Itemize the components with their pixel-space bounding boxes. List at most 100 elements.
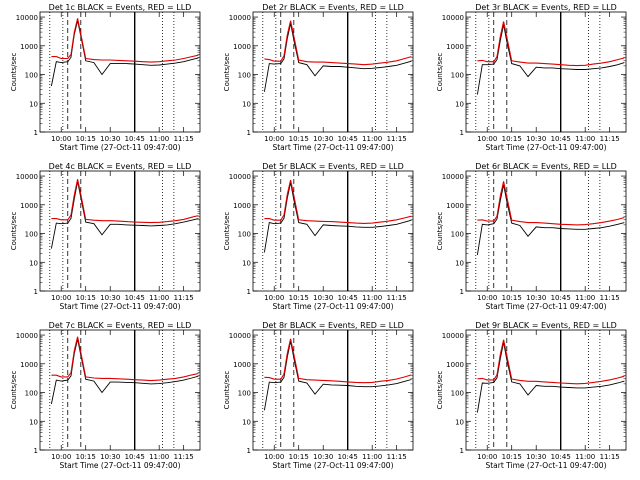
series-line-lld [51,336,199,382]
x-tick-label: 10:00 [264,135,284,143]
panel-title: Det 6r BLACK = Events, RED = LLD [475,162,617,171]
series-line-events [476,24,625,95]
panel-title: Det 2r BLACK = Events, RED = LLD [262,3,404,12]
panel-6: Det 6r BLACK = Events, RED = LLD 1 10 100 10… [436,162,627,311]
y-tick-label: 1 [460,129,464,137]
plot-frame [465,11,627,133]
x-tick-label: 10:45 [125,453,145,461]
y-tick-label: 1 [34,129,38,137]
y-axis-label: Counts/sec [10,53,18,92]
y-tick-label: 1000 [446,43,464,51]
x-tick-label: 11:00 [575,294,595,302]
x-axis-label: Start Time (27-Oct-11 09:47:00) [272,302,393,311]
x-tick-label: 10:45 [551,135,571,143]
x-tick-label: 10:00 [51,135,71,143]
series-line-lld [264,338,412,384]
series-line-events [50,181,199,249]
x-tick-label: 10:30 [526,294,546,302]
y-tick-label: 1000 [20,43,38,51]
series-line-events [476,184,625,255]
series-line-events [476,342,625,413]
y-tick-label: 1 [460,447,464,455]
x-tick-label: 10:30 [313,135,333,143]
y-tick-label: 1000 [446,202,464,210]
panel-2: Det 2r BLACK = Events, RED = LLD 1 10 100 10… [223,3,414,152]
y-tick-label: 1000 [446,361,464,369]
y-tick-label: 10 [242,100,251,108]
y-tick-label: 100 [25,390,38,398]
series-line-events [263,340,412,411]
y-axis-label: Counts/sec [223,371,231,410]
x-tick-label: 10:00 [264,294,284,302]
x-tick-label: 11:15 [600,453,620,461]
y-tick-label: 10 [455,418,464,426]
y-tick-label: 10000 [16,332,38,340]
y-tick-label: 10 [29,100,38,108]
x-tick-label: 11:15 [387,453,407,461]
x-tick-label: 11:15 [387,135,407,143]
x-tick-label: 10:45 [551,294,571,302]
y-tick-label: 100 [451,72,464,80]
x-tick-label: 10:15 [289,135,309,143]
x-axis-label: Start Time (27-Oct-11 09:47:00) [59,143,180,152]
x-tick-label: 11:00 [362,294,382,302]
x-tick-label: 10:30 [526,453,546,461]
y-tick-label: 1 [247,447,251,455]
x-tick-label: 11:00 [149,453,169,461]
x-tick-label: 11:15 [600,294,620,302]
y-tick-label: 1000 [20,202,38,210]
y-axis-label: Counts/sec [223,212,231,251]
series-line-events [263,23,412,92]
x-tick-label: 10:30 [313,453,333,461]
x-axis-label: Start Time (27-Oct-11 09:47:00) [59,302,180,311]
y-tick-label: 10000 [229,14,251,22]
panel-title: Det 4c BLACK = Events, RED = LLD [49,162,192,171]
x-tick-label: 10:45 [338,294,358,302]
y-tick-label: 1 [460,288,464,296]
series-line-lld [477,181,625,226]
panel-title: Det 8r BLACK = Events, RED = LLD [262,321,404,330]
x-tick-label: 10:15 [289,453,309,461]
x-tick-label: 10:45 [125,135,145,143]
y-tick-label: 1 [247,129,251,137]
plot-frame [39,329,201,451]
series-line-events [50,20,199,87]
x-tick-label: 11:15 [174,135,194,143]
series-line-lld [51,179,199,224]
x-tick-label: 10:30 [100,453,120,461]
y-tick-label: 10000 [229,173,251,181]
panel-7: Det 7c BLACK = Events, RED = LLD 1 10 100 10… [10,321,201,470]
panel-4: Det 4c BLACK = Events, RED = LLD 1 10 100 10… [10,162,201,311]
y-tick-label: 100 [238,231,251,239]
x-tick-label: 10:00 [51,294,71,302]
y-tick-label: 10 [29,259,38,267]
panel-title: Det 5r BLACK = Events, RED = LLD [262,162,404,171]
x-axis-label: Start Time (27-Oct-11 09:47:00) [59,461,180,470]
x-tick-label: 10:30 [100,135,120,143]
x-tick-label: 10:00 [477,135,497,143]
y-axis-label: Counts/sec [10,371,18,410]
y-tick-label: 100 [451,390,464,398]
x-tick-label: 11:00 [149,135,169,143]
plot-frame [39,170,201,292]
plot-frame [39,11,201,133]
y-tick-label: 100 [25,231,38,239]
y-axis-label: Counts/sec [10,212,18,251]
panel-title: Det 1c BLACK = Events, RED = LLD [49,3,192,12]
x-axis-label: Start Time (27-Oct-11 09:47:00) [272,461,393,470]
y-tick-label: 100 [451,231,464,239]
y-tick-label: 10000 [442,14,464,22]
x-axis-label: Start Time (27-Oct-11 09:47:00) [485,461,606,470]
plot-frame [252,11,414,133]
x-tick-label: 10:30 [526,135,546,143]
x-tick-label: 10:00 [264,453,284,461]
y-tick-label: 1 [34,447,38,455]
y-axis-label: Counts/sec [436,212,444,251]
y-tick-label: 10000 [229,332,251,340]
y-tick-label: 10 [455,100,464,108]
series-line-lld [264,179,412,224]
series-line-lld [477,21,625,67]
x-tick-label: 10:15 [76,135,96,143]
series-line-events [50,339,199,405]
